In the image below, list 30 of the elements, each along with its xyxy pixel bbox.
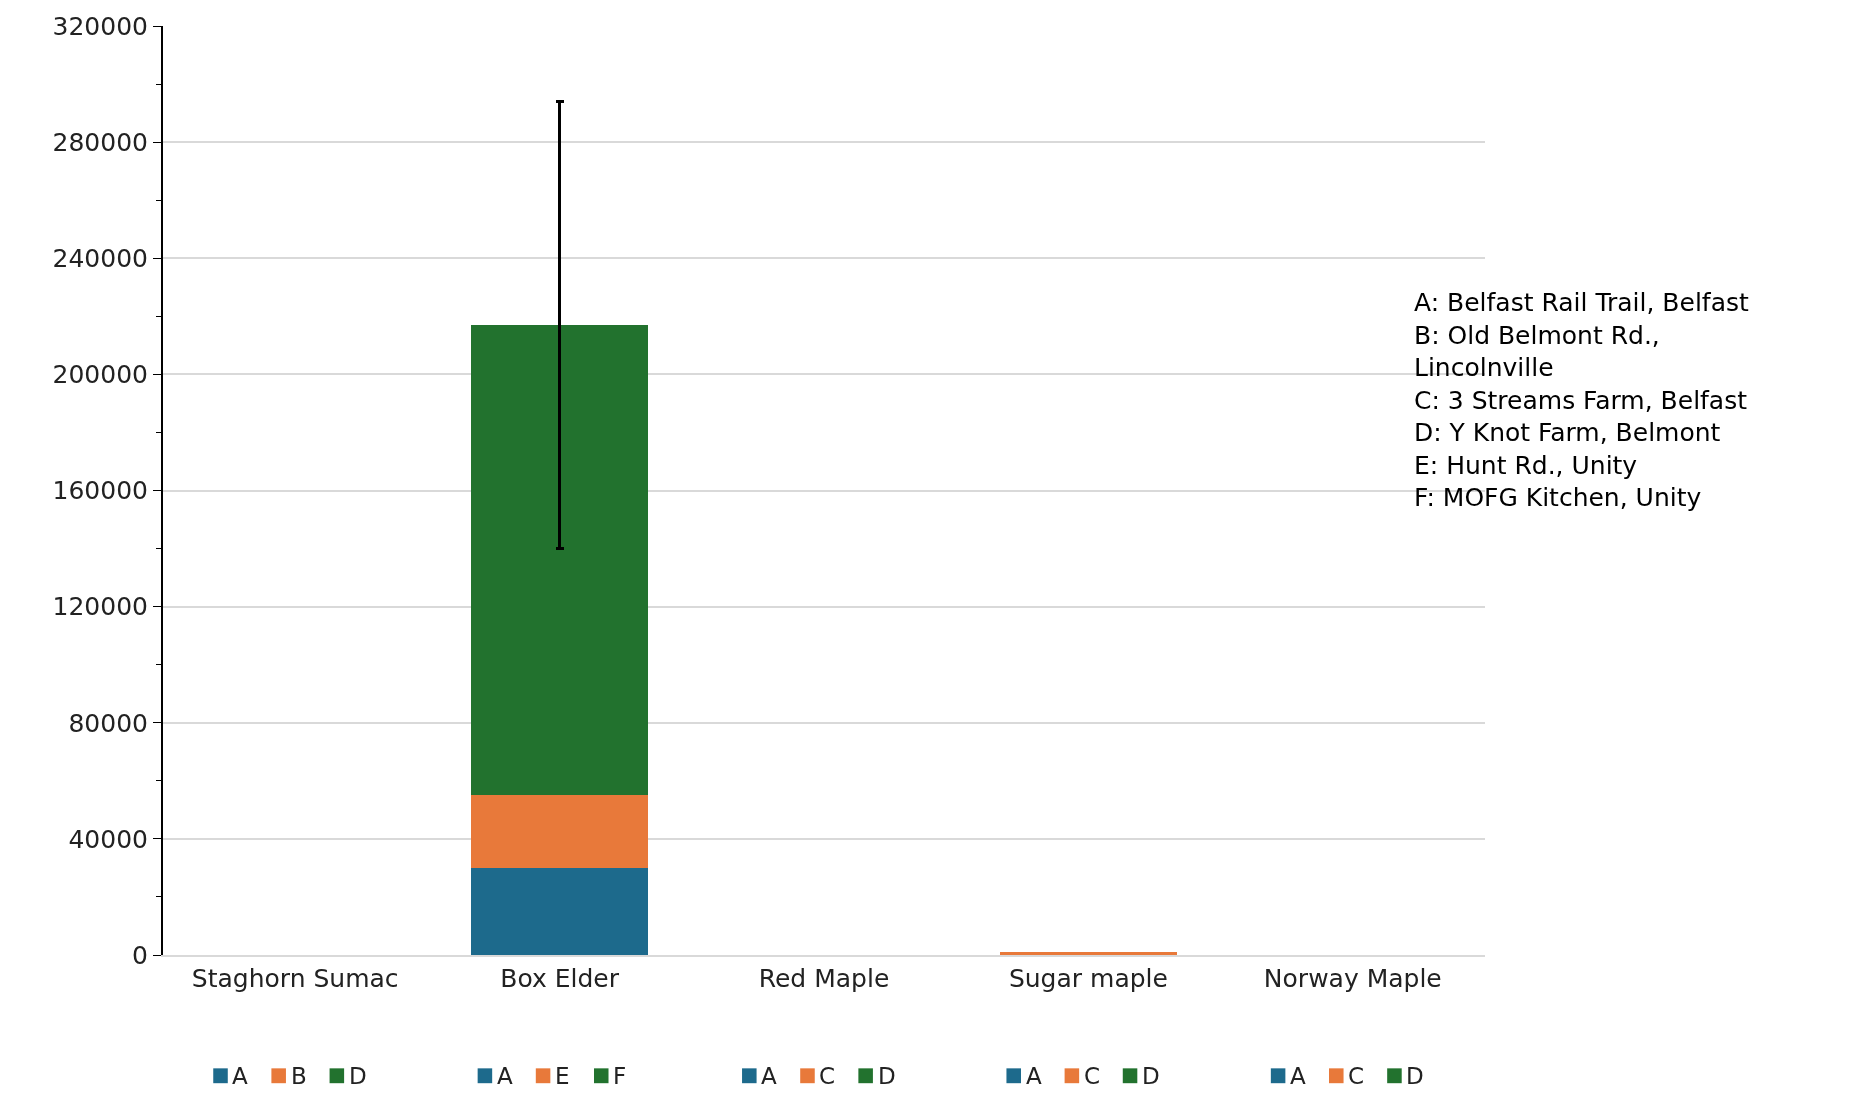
y-tick-label: 280000 [52,127,148,157]
text: D [1406,1063,1424,1089]
text: A [232,1063,248,1089]
text: A [1026,1063,1042,1089]
y-tick-label: 80000 [68,708,148,738]
y-tick-label: 0 [132,940,148,970]
text: C [1348,1063,1365,1089]
legend-label: A [497,1063,513,1089]
x-tick-label: Sugar maple [1008,964,1168,993]
text: A [1290,1063,1306,1089]
legend-label: D [349,1063,367,1089]
text: D [1142,1063,1160,1089]
y-tick-label: 160000 [52,476,148,506]
x-tick-label: Box Elder [500,964,620,993]
annotation: A: Belfast Rail Trail, Belfast B: Old Belmont Rd., Lincolnville C: 3 Streams Farm, Belfast D: Y Knot Farm, Belmont E: Hunt Rd., Unity F: MOFG Kitchen, Unity [1414,288,1749,512]
y-tick-label: 320000 [52,11,148,41]
legend-label: E [555,1063,570,1089]
legend-label: C [1084,1063,1101,1089]
x-tick-label: Red Maple [758,964,890,993]
text: A [761,1063,777,1089]
y-tick-label: 240000 [52,244,148,273]
text: C [819,1063,836,1089]
x-tick-label: Norway Maple [1263,964,1442,993]
y-tick-label: 200000 [52,360,148,390]
text: D [878,1063,896,1089]
x-tick-label: Staghorn Sumac [191,964,399,993]
legend-label: F [613,1063,627,1089]
y-tick-label: 40000 [68,824,148,854]
legend-label: B [291,1063,307,1089]
y-tick-label: 120000 [52,592,148,622]
